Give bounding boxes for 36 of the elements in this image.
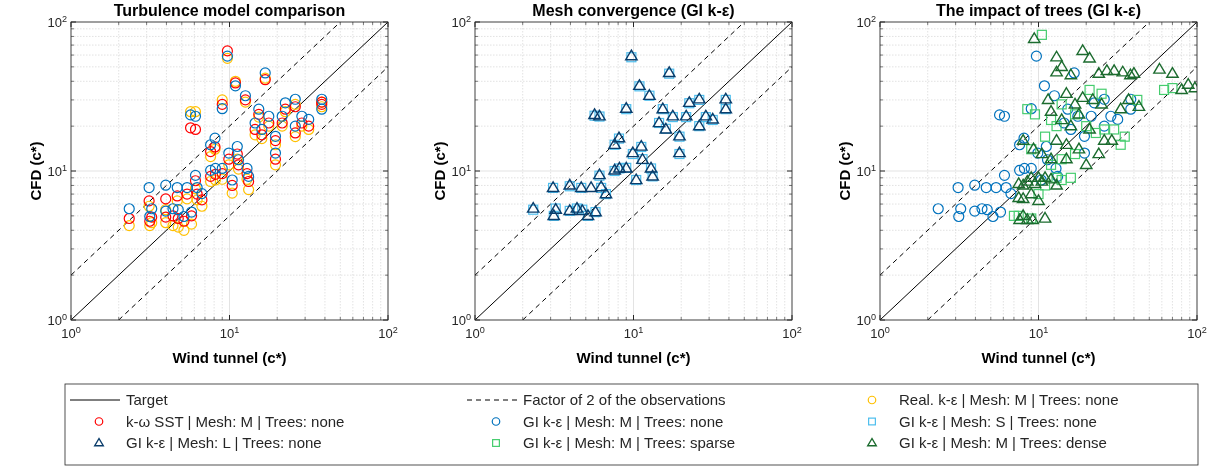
x-tick-label: 10$^{2}$ xyxy=(378,325,398,341)
y-tick-label: 10$^{1}$ xyxy=(47,163,67,179)
x-tick-label: 10$^{1}$ xyxy=(1028,325,1049,341)
y-tick-label: 10$^{0}$ xyxy=(451,312,471,328)
legend-label: Factor of 2 of the observations xyxy=(523,391,726,408)
x-tick-label: 10$^{1}$ xyxy=(623,325,644,341)
legend-label: GI k-ε | Mesh: M | Trees: none xyxy=(523,412,724,430)
y-axis-title: CFD (c*) xyxy=(836,141,853,201)
legend-label: GI k-ε | Mesh: M | Trees: dense xyxy=(899,434,1107,451)
legend-label: GI k-ε | Mesh: L | Trees: none xyxy=(126,434,322,451)
legend-label: GI k-ε | Mesh: M | Trees: sparse xyxy=(523,434,736,451)
y-axis-title: CFD (c*) xyxy=(27,141,44,201)
chart-title: Mesh convergence (GI k-ε) xyxy=(532,2,735,19)
y-tick-label: 10$^{0}$ xyxy=(856,312,876,328)
legend-label: k-ω SST | Mesh: M | Trees: none xyxy=(126,412,345,430)
x-tick-label: 10$^{1}$ xyxy=(219,325,240,341)
x-axis-title: Wind tunnel (c*) xyxy=(576,349,691,366)
legend-label: GI k-ε | Mesh: S | Trees: none xyxy=(899,412,1097,430)
y-tick-label: 10$^{2}$ xyxy=(47,14,67,30)
x-tick-label: 10$^{0}$ xyxy=(870,325,890,341)
y-tick-label: 10$^{1}$ xyxy=(856,163,876,179)
y-tick-label: 10$^{0}$ xyxy=(47,312,67,328)
x-tick-label: 10$^{0}$ xyxy=(61,325,81,341)
y-tick-label: 10$^{2}$ xyxy=(856,14,876,30)
legend-label: Real. k-ε | Mesh: M | Trees: none xyxy=(899,391,1119,408)
legend-label: Target xyxy=(126,391,169,408)
chart-title: The impact of trees (GI k-ε) xyxy=(936,2,1141,19)
x-tick-label: 10$^{0}$ xyxy=(465,325,485,341)
x-tick-label: 10$^{2}$ xyxy=(1187,325,1207,341)
y-tick-label: 10$^{2}$ xyxy=(451,14,471,30)
y-tick-label: 10$^{1}$ xyxy=(451,163,471,179)
x-tick-label: 10$^{2}$ xyxy=(782,325,802,341)
x-axis-title: Wind tunnel (c*) xyxy=(981,349,1096,366)
x-axis-title: Wind tunnel (c*) xyxy=(172,349,287,366)
y-axis-title: CFD (c*) xyxy=(431,141,448,201)
chart-title: Turbulence model comparison xyxy=(113,2,346,19)
